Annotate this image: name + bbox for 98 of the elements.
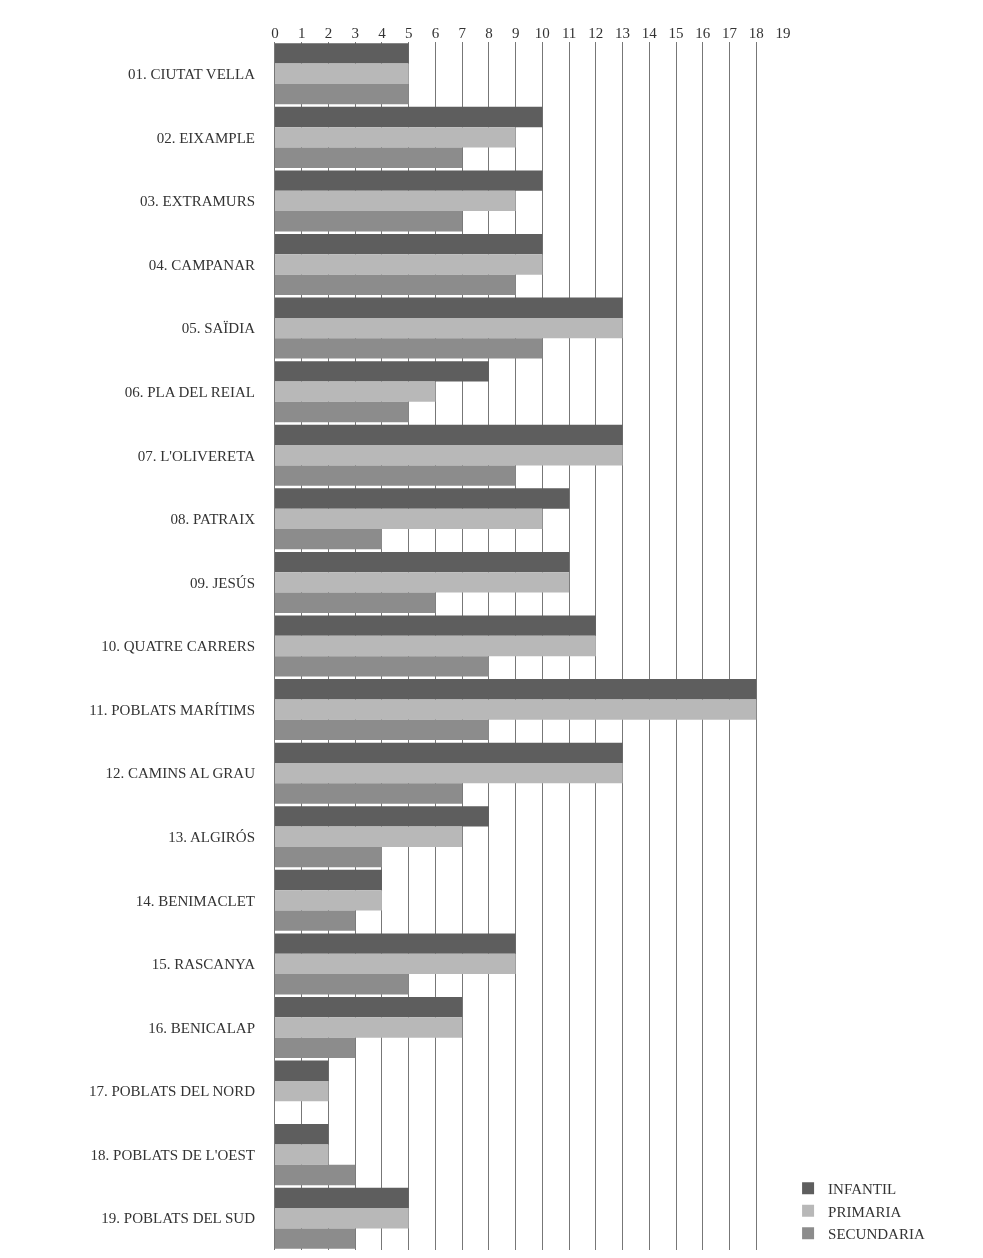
- bar: [275, 43, 409, 64]
- legend-label: INFANTIL: [828, 1181, 897, 1198]
- bar: [275, 1144, 329, 1165]
- bar: [275, 147, 463, 168]
- bar: [275, 1228, 356, 1249]
- bar: [275, 742, 623, 763]
- x-tick-label: 10: [534, 25, 550, 41]
- bar: [275, 465, 516, 486]
- bar: [275, 106, 543, 128]
- bar: [275, 592, 436, 613]
- bar: [275, 953, 516, 975]
- bar: [275, 719, 489, 741]
- x-tick-label: 17: [722, 25, 738, 41]
- bar: [275, 190, 516, 212]
- y-tick-label: 10. QUATRE CARRERS: [101, 638, 255, 655]
- bar: [275, 996, 463, 1018]
- bar: [275, 1080, 329, 1102]
- x-tick-label: 5: [404, 25, 413, 41]
- bar: [275, 401, 409, 423]
- bar: [275, 783, 463, 804]
- y-tick-label: 11. POBLATS MARÍTIMS: [89, 701, 255, 718]
- y-tick-label: 16. BENICALAP: [148, 1019, 255, 1036]
- y-tick-label: 09. JESÚS: [189, 574, 255, 591]
- x-tick-label: 16: [695, 25, 711, 41]
- bar: [275, 826, 463, 847]
- bar: [275, 615, 596, 636]
- bar: [275, 127, 516, 148]
- bar: [275, 529, 382, 550]
- bar: [275, 424, 623, 446]
- bar: [275, 338, 543, 359]
- bar: [275, 679, 757, 700]
- y-tick-label: 04. CAMPANAR: [148, 256, 255, 273]
- bar: [275, 551, 570, 573]
- bar: [275, 381, 436, 402]
- x-tick-label: 9: [511, 25, 520, 41]
- bar: [275, 317, 623, 339]
- y-tick-label: 01. CIUTAT VELLA: [128, 66, 256, 83]
- x-tick-label: 0: [271, 25, 279, 41]
- x-tick-label: 18: [748, 25, 764, 41]
- y-tick-label: 14. BENIMACLET: [135, 892, 255, 909]
- x-tick-label: 11: [561, 25, 577, 41]
- y-tick-label: 13. ALGIRÓS: [168, 828, 255, 845]
- y-tick-label: 15. RASCANYA: [151, 956, 256, 973]
- bar: [275, 699, 757, 720]
- bar: [275, 63, 409, 84]
- bar: [275, 869, 382, 891]
- bar: [275, 83, 409, 105]
- y-tick-label: 02. EIXAMPLE: [156, 129, 255, 146]
- y-tick-label: 08. PATRAIX: [170, 511, 256, 528]
- bar: [275, 254, 543, 275]
- x-tick-label: 13: [615, 25, 631, 41]
- y-tick-label: 06. PLA DEL REIAL: [124, 383, 255, 400]
- bar: [275, 1187, 409, 1209]
- bar: [275, 1060, 329, 1081]
- bar: [275, 572, 570, 593]
- bar: [275, 1164, 356, 1186]
- bar: [275, 933, 516, 954]
- bar: [275, 211, 463, 232]
- bar: [275, 846, 382, 868]
- x-tick-label: 1: [297, 25, 306, 41]
- legend-label: PRIMARIA: [828, 1203, 902, 1220]
- bar: [275, 974, 409, 995]
- x-tick-label: 19: [775, 25, 791, 41]
- bar: [275, 635, 596, 657]
- bar: [275, 1208, 409, 1229]
- y-tick-label: 03. EXTRAMURS: [139, 193, 255, 210]
- y-tick-label: 18. POBLATS DE L'OEST: [90, 1146, 255, 1163]
- bar: [275, 1037, 356, 1058]
- x-tick-label: 8: [485, 25, 493, 41]
- bar: [275, 1124, 329, 1145]
- bar: [275, 890, 382, 911]
- bar: [275, 234, 543, 255]
- x-tick-label: 7: [458, 25, 467, 41]
- x-tick-label: 6: [431, 25, 440, 41]
- bar: [275, 170, 543, 191]
- bar: [275, 274, 516, 296]
- y-tick-label: 12. CAMINS AL GRAU: [105, 765, 256, 782]
- bar: [275, 910, 356, 931]
- bar: [275, 656, 489, 677]
- x-tick-label: 15: [668, 25, 684, 41]
- bar: [275, 488, 570, 509]
- bar: [275, 445, 623, 466]
- bar: [275, 806, 489, 827]
- bar: [275, 1017, 463, 1038]
- bar: [275, 508, 543, 530]
- y-tick-label: 19. POBLATS DEL SUD: [101, 1210, 256, 1227]
- bar: [275, 762, 623, 784]
- x-tick-label: 14: [641, 25, 658, 41]
- x-tick-label: 4: [378, 25, 387, 41]
- legend-label: SECUNDARIA: [828, 1226, 925, 1243]
- bar: [275, 361, 489, 382]
- y-tick-label: 07. L'OLIVERETA: [137, 447, 256, 464]
- x-tick-label: 2: [324, 25, 333, 41]
- x-tick-label: 3: [351, 25, 359, 41]
- bar: [275, 297, 623, 318]
- y-tick-label: 05. SAÏDIA: [181, 320, 256, 337]
- y-tick-label: 17. POBLATS DEL NORD: [88, 1083, 256, 1100]
- x-tick-label: 12: [588, 25, 604, 41]
